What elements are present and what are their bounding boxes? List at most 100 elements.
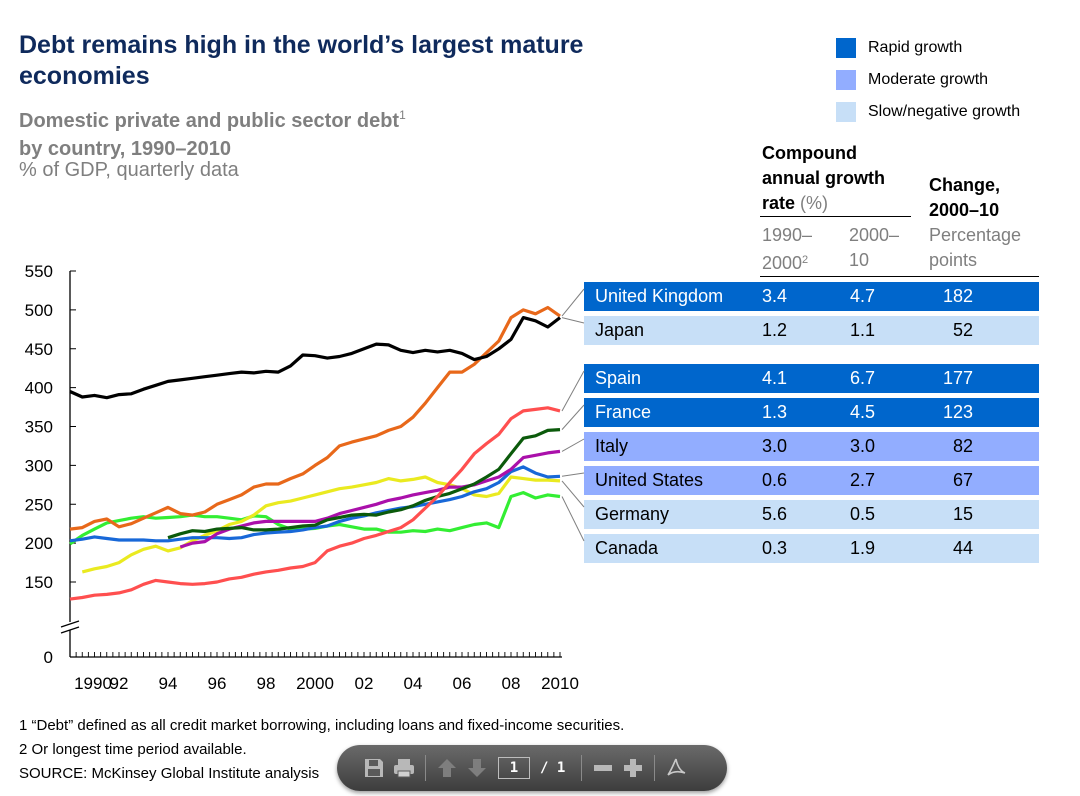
pdf-toolbar: 1 / 1 <box>337 745 727 791</box>
table-row-italy: Italy 3.0 3.0 82 <box>584 432 1039 461</box>
country-cell: Japan <box>595 320 645 340</box>
change-cell: 182 <box>942 286 973 306</box>
header-rule <box>760 216 911 217</box>
subhead-text: 2000– <box>849 225 900 245</box>
x-tick-label: 06 <box>453 674 472 693</box>
series-line-italy <box>179 449 561 549</box>
cagr-1990-cell: 0.6 <box>762 470 788 490</box>
connector-canada <box>561 496 585 542</box>
legend-item-slow: Slow/negative growth <box>836 96 1020 128</box>
y-tick-label: 200 <box>25 534 53 553</box>
source-note: SOURCE: McKinsey Global Institute analys… <box>19 765 320 782</box>
change-cell: 177 <box>942 368 973 388</box>
page-total: / 1 <box>540 760 566 776</box>
y-tick-label: 400 <box>25 379 53 398</box>
cagr-2000-cell: 4.5 <box>850 402 876 422</box>
legend-label: Slow/negative growth <box>868 103 1021 120</box>
x-tick-label: 2010 <box>541 674 579 693</box>
cagr-1990-cell: 4.1 <box>762 368 788 388</box>
subhead-text: 10 <box>849 250 870 270</box>
cagr-1990-cell: 0.3 <box>762 538 788 558</box>
footnote-marker-1: 1 <box>399 108 406 122</box>
change-cell: 15 <box>952 504 973 524</box>
y-tick-label: 0 <box>44 648 53 667</box>
x-tick-label: 04 <box>404 674 423 693</box>
adobe-acrobat-icon <box>667 758 686 776</box>
connector-japan <box>561 317 585 324</box>
country-cell: Spain <box>595 368 642 388</box>
change-cell: 44 <box>952 538 973 558</box>
x-tick-label: 02 <box>355 674 374 693</box>
footnotes: 1 “Debt” defined as all credit market bo… <box>19 714 624 786</box>
country-cell: Germany <box>595 504 670 524</box>
chart-subtitle: Domestic private and public sector debt1… <box>19 101 619 163</box>
zoom-in-icon <box>624 759 643 777</box>
footnote-1: 1 “Debt” defined as all credit market bo… <box>19 717 625 734</box>
change-cell: 67 <box>952 470 973 490</box>
connector-united-kingdom <box>561 288 585 317</box>
cagr-1990-cell: 3.0 <box>762 436 788 456</box>
legend: Rapid growth Moderate growth Slow/negati… <box>836 32 1020 128</box>
legend-label: Moderate growth <box>868 71 989 88</box>
x-tick-label: 96 <box>208 674 227 693</box>
x-tick-label: 08 <box>502 674 521 693</box>
series-line-france <box>167 428 561 540</box>
series-line-united-kingdom <box>69 305 561 531</box>
change-cell: 52 <box>952 320 973 340</box>
print-button[interactable] <box>389 753 419 783</box>
page-up-button[interactable] <box>432 753 462 783</box>
save-button[interactable] <box>359 753 389 783</box>
y-tick-label: 250 <box>25 495 53 514</box>
axis-break-mark <box>60 626 80 634</box>
connector-germany <box>561 480 585 508</box>
change-cell: 82 <box>952 436 973 456</box>
subtitle-line1: Domestic private and public sector debt <box>19 110 400 132</box>
x-tick-label: 2000 <box>296 674 334 693</box>
zoom-out-button[interactable] <box>588 753 618 783</box>
legend-swatch-slow <box>836 102 856 122</box>
subhead-text: 1990– <box>762 225 813 245</box>
table-row-spain: Spain 4.1 6.7 177 <box>584 364 1039 393</box>
y-tick-label: 150 <box>25 573 53 592</box>
y-tick-label: 300 <box>25 456 53 475</box>
cagr-2000-cell: 2.7 <box>850 470 876 490</box>
cagr-1990-cell: 5.6 <box>762 504 788 524</box>
cagr-2000-cell: 1.9 <box>850 538 876 558</box>
axis-break-mark <box>60 620 80 628</box>
y-tick-label: 350 <box>25 418 53 437</box>
connector-united-states <box>561 472 585 477</box>
subhead-pct-points: Percentage points <box>929 223 1021 273</box>
toolbar-separator <box>581 755 583 781</box>
country-cell: United States <box>595 470 704 490</box>
connector-italy <box>561 438 585 452</box>
legend-label: Rapid growth <box>868 39 963 56</box>
x-tick-label: 98 <box>257 674 276 693</box>
page-down-button[interactable] <box>462 753 492 783</box>
page-down-icon <box>468 759 486 777</box>
series-line-japan <box>69 316 561 400</box>
cagr-header-text: Compound annual growth rate <box>762 143 885 213</box>
table-row-united-kingdom: United Kingdom 3.4 4.7 182 <box>584 282 1039 311</box>
adobe-acrobat-button[interactable] <box>661 753 691 783</box>
legend-item-rapid: Rapid growth <box>836 32 1020 64</box>
cagr-1990-cell: 3.4 <box>762 286 788 306</box>
table-row-france: France 1.3 4.5 123 <box>584 398 1039 427</box>
cagr-1990-cell: 1.3 <box>762 402 788 422</box>
page-number-input[interactable]: 1 <box>498 757 530 779</box>
cagr-unit: (%) <box>800 193 829 213</box>
connector-spain <box>561 370 585 412</box>
toolbar-separator <box>654 755 656 781</box>
change-cell: 123 <box>942 402 973 422</box>
x-tick-label: 1990 <box>74 674 112 693</box>
cagr-2000-cell: 1.1 <box>850 320 876 340</box>
legend-item-moderate: Moderate growth <box>836 64 1020 96</box>
zoom-in-button[interactable] <box>618 753 648 783</box>
footnote-2: 2 Or longest time period available. <box>19 741 247 758</box>
legend-swatch-rapid <box>836 38 856 58</box>
cagr-2000-cell: 3.0 <box>850 436 876 456</box>
connector-france <box>561 404 585 430</box>
legend-swatch-moderate <box>836 70 856 90</box>
toolbar-separator <box>425 755 426 781</box>
